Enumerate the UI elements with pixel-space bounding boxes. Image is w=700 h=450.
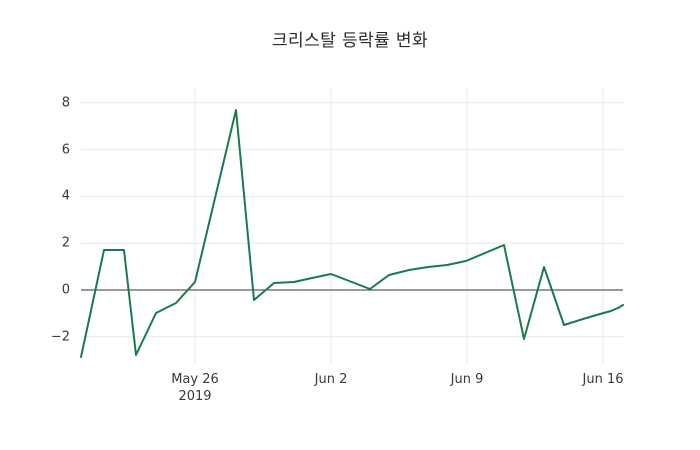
chart-title: 크리스탈 등락률 변화 bbox=[272, 31, 428, 51]
x-tick-label: Jun 2 bbox=[315, 371, 348, 388]
x-tick-label: Jun 9 bbox=[451, 371, 484, 388]
x-tick-label: May 26 2019 bbox=[171, 371, 219, 405]
x-tick-label: Jun 16 bbox=[583, 371, 624, 388]
y-tick-label: 2 bbox=[61, 235, 70, 251]
y-tick-label: 8 bbox=[61, 95, 70, 111]
y-tick-label: 4 bbox=[61, 188, 70, 204]
data-series-line bbox=[80, 109, 624, 358]
x-tick-label-text: Jun 9 bbox=[450, 372, 484, 387]
y-tick-label: 0 bbox=[61, 282, 70, 298]
x-tick-label-text: May 26 bbox=[171, 372, 219, 387]
y-axis-tick-labels: −2 0 2 4 6 8 bbox=[26, 0, 70, 450]
x-tick-year-label: 2019 bbox=[178, 389, 212, 404]
y-tick-label: 6 bbox=[61, 142, 70, 158]
series-polyline bbox=[80, 109, 624, 358]
x-tick-label-text: Jun 2 bbox=[314, 372, 348, 387]
y-tick-label: −2 bbox=[50, 329, 70, 345]
x-tick-label-text: Jun 16 bbox=[582, 372, 624, 387]
